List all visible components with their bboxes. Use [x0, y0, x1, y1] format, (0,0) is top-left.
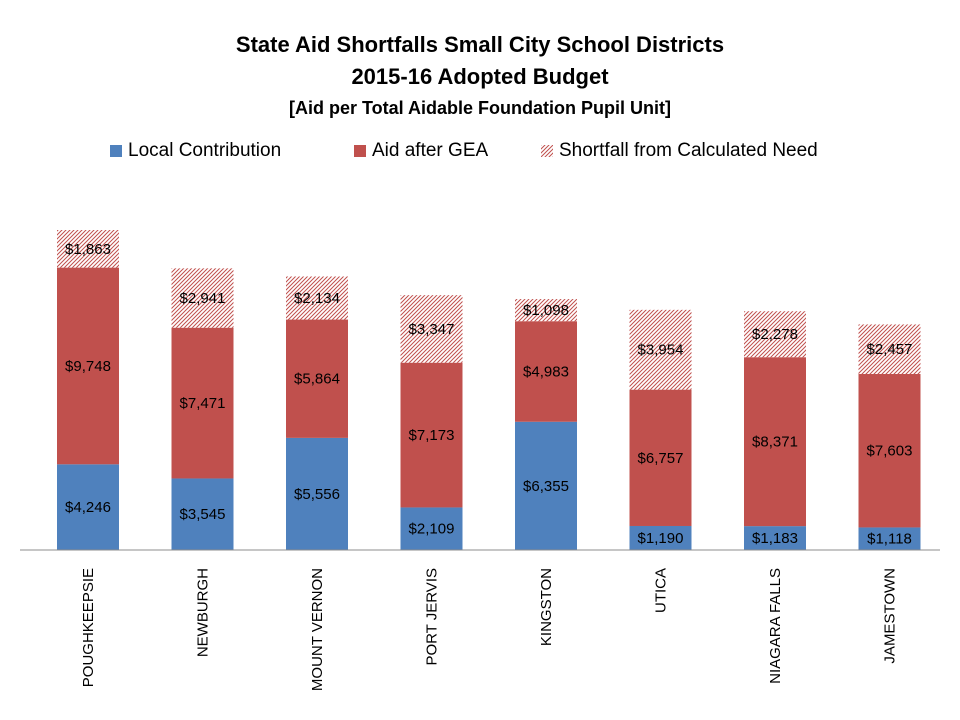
- x-tick-label-kingston: KINGSTON: [538, 568, 555, 646]
- bar-shortfall-from-calculated-need-niagara-falls: [744, 311, 806, 358]
- data-label-aid-after-gea-poughkeepsie: $9,748: [65, 358, 111, 375]
- data-label-shortfall-from-calculated-need-mount-vernon: $2,134: [294, 290, 340, 307]
- x-tick-label-port-jervis: PORT JERVIS: [424, 568, 441, 666]
- bar-shortfall-from-calculated-need-newburgh: [171, 268, 234, 328]
- bar-shortfall-from-calculated-need-utica: [629, 309, 692, 390]
- bar-shortfall-from-calculated-need-port-jervis: [400, 295, 463, 363]
- x-tick-label-jamestown: JAMESTOWN: [882, 568, 899, 664]
- x-tick-label-utica: UTICA: [653, 568, 670, 613]
- data-label-shortfall-from-calculated-need-poughkeepsie: $1,863: [65, 241, 111, 258]
- bar-local-contribution-newburgh: [171, 478, 234, 550]
- bar-local-contribution-niagara-falls: [744, 526, 806, 550]
- bar-local-contribution-kingston: [515, 421, 577, 550]
- data-label-shortfall-from-calculated-need-utica: $3,954: [638, 342, 684, 359]
- data-label-shortfall-from-calculated-need-niagara-falls: $2,278: [752, 326, 798, 343]
- data-label-shortfall-from-calculated-need-newburgh: $2,941: [180, 290, 226, 307]
- data-label-aid-after-gea-utica: $6,757: [638, 450, 684, 467]
- bar-aid-after-gea-poughkeepsie: [57, 267, 119, 465]
- bar-local-contribution-port-jervis: [400, 507, 463, 550]
- bar-local-contribution-utica: [629, 525, 692, 550]
- bar-shortfall-from-calculated-need-jamestown: [858, 324, 921, 375]
- data-label-shortfall-from-calculated-need-kingston: $1,098: [523, 302, 569, 319]
- legend-swatch-aid-after-gea: [354, 145, 366, 157]
- chart-subtitle: 2015-16 Adopted Budget: [351, 64, 609, 89]
- bar-shortfall-from-calculated-need-poughkeepsie: [57, 230, 119, 268]
- bar-aid-after-gea-newburgh: [171, 327, 234, 479]
- chart-title: State Aid Shortfalls Small City School D…: [235, 32, 725, 57]
- bar-aid-after-gea-mount-vernon: [286, 319, 348, 438]
- data-label-local-contribution-utica: $1,190: [638, 530, 684, 547]
- legend-swatch-shortfall: [541, 145, 553, 157]
- bar-local-contribution-poughkeepsie: [57, 464, 119, 550]
- data-label-aid-after-gea-newburgh: $7,471: [180, 395, 226, 412]
- legend: Local Contribution Aid after GEA Shortfa…: [0, 140, 960, 168]
- bar-local-contribution-jamestown: [858, 527, 921, 550]
- data-label-aid-after-gea-jamestown: $7,603: [867, 443, 913, 460]
- bar-aid-after-gea-kingston: [515, 321, 577, 422]
- data-label-local-contribution-kingston: $6,355: [523, 478, 569, 495]
- bar-local-contribution-mount-vernon: [286, 437, 348, 550]
- legend-item-shortfall: Shortfall from Calculated Need: [541, 140, 818, 162]
- data-label-local-contribution-jamestown: $1,118: [867, 531, 912, 548]
- bar-shortfall-from-calculated-need-kingston: [515, 299, 577, 322]
- legend-label-local-contribution: Local Contribution: [128, 140, 282, 161]
- legend-label-shortfall: Shortfall from Calculated Need: [559, 140, 818, 161]
- data-label-shortfall-from-calculated-need-jamestown: $2,457: [867, 341, 913, 358]
- bar-aid-after-gea-niagara-falls: [744, 357, 806, 527]
- x-tick-label-newburgh: NEWBURGH: [195, 568, 212, 657]
- chart-subtitle-secondary: [Aid per Total Aidable Foundation Pupil …: [289, 98, 671, 118]
- bar-aid-after-gea-jamestown: [858, 374, 921, 528]
- x-tick-label-poughkeepsie: POUGHKEEPSIE: [80, 568, 97, 687]
- data-label-aid-after-gea-port-jervis: $7,173: [409, 427, 455, 444]
- data-label-aid-after-gea-mount-vernon: $5,864: [294, 371, 340, 388]
- data-label-local-contribution-port-jervis: $2,109: [409, 521, 455, 538]
- data-label-local-contribution-niagara-falls: $1,183: [752, 530, 798, 547]
- legend-swatch-local-contribution: [110, 145, 122, 157]
- data-label-local-contribution-newburgh: $3,545: [180, 506, 226, 523]
- legend-item-aid-after-gea: Aid after GEA: [354, 140, 488, 162]
- data-label-shortfall-from-calculated-need-port-jervis: $3,347: [409, 321, 455, 338]
- legend-label-aid-after-gea: Aid after GEA: [372, 140, 489, 161]
- data-label-aid-after-gea-niagara-falls: $8,371: [752, 434, 798, 451]
- bar-aid-after-gea-port-jervis: [400, 362, 463, 508]
- data-label-local-contribution-mount-vernon: $5,556: [294, 486, 340, 503]
- bar-aid-after-gea-utica: [629, 389, 692, 526]
- bar-shortfall-from-calculated-need-mount-vernon: [286, 276, 348, 320]
- x-tick-label-niagara-falls: NIAGARA FALLS: [767, 568, 784, 684]
- data-label-local-contribution-poughkeepsie: $4,246: [65, 499, 111, 516]
- legend-item-local-contribution: Local Contribution: [110, 140, 281, 162]
- data-label-aid-after-gea-kingston: $4,983: [523, 363, 569, 380]
- x-tick-label-mount-vernon: MOUNT VERNON: [309, 568, 326, 691]
